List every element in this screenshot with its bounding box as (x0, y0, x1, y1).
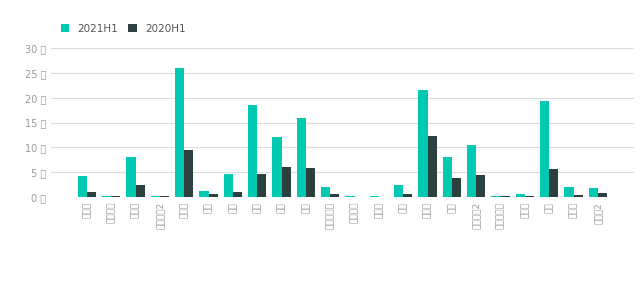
Bar (257, 174, 266, 197)
Bar (136, 185, 145, 197)
Bar (297, 118, 306, 197)
Bar (330, 194, 339, 197)
Bar (589, 188, 598, 197)
Bar (419, 90, 428, 197)
Legend: 2021H1, 2020H1: 2021H1, 2020H1 (56, 20, 190, 38)
Bar (273, 138, 282, 197)
Bar (564, 187, 573, 197)
Bar (525, 196, 534, 197)
Bar (321, 187, 330, 197)
Bar (549, 169, 559, 197)
Bar (282, 167, 291, 197)
Bar (346, 196, 355, 197)
Bar (306, 168, 315, 197)
Bar (160, 196, 169, 197)
Bar (199, 191, 209, 197)
Bar (467, 145, 476, 197)
Bar (223, 174, 233, 197)
Bar (175, 68, 184, 197)
Bar (370, 196, 379, 197)
Bar (150, 196, 160, 197)
Bar (573, 195, 583, 197)
Bar (111, 196, 120, 197)
Bar (209, 193, 218, 197)
Bar (403, 193, 412, 197)
Bar (248, 105, 257, 197)
Bar (443, 157, 452, 197)
Bar (452, 178, 461, 197)
Bar (540, 101, 549, 197)
Bar (598, 193, 607, 197)
Bar (516, 194, 525, 197)
Bar (77, 176, 87, 197)
Bar (476, 175, 486, 197)
Bar (394, 185, 403, 197)
Bar (492, 196, 500, 197)
Bar (428, 136, 437, 197)
Bar (233, 191, 242, 197)
Bar (500, 196, 510, 197)
Bar (184, 150, 193, 197)
Bar (102, 196, 111, 197)
Bar (126, 157, 136, 197)
Bar (87, 192, 96, 197)
